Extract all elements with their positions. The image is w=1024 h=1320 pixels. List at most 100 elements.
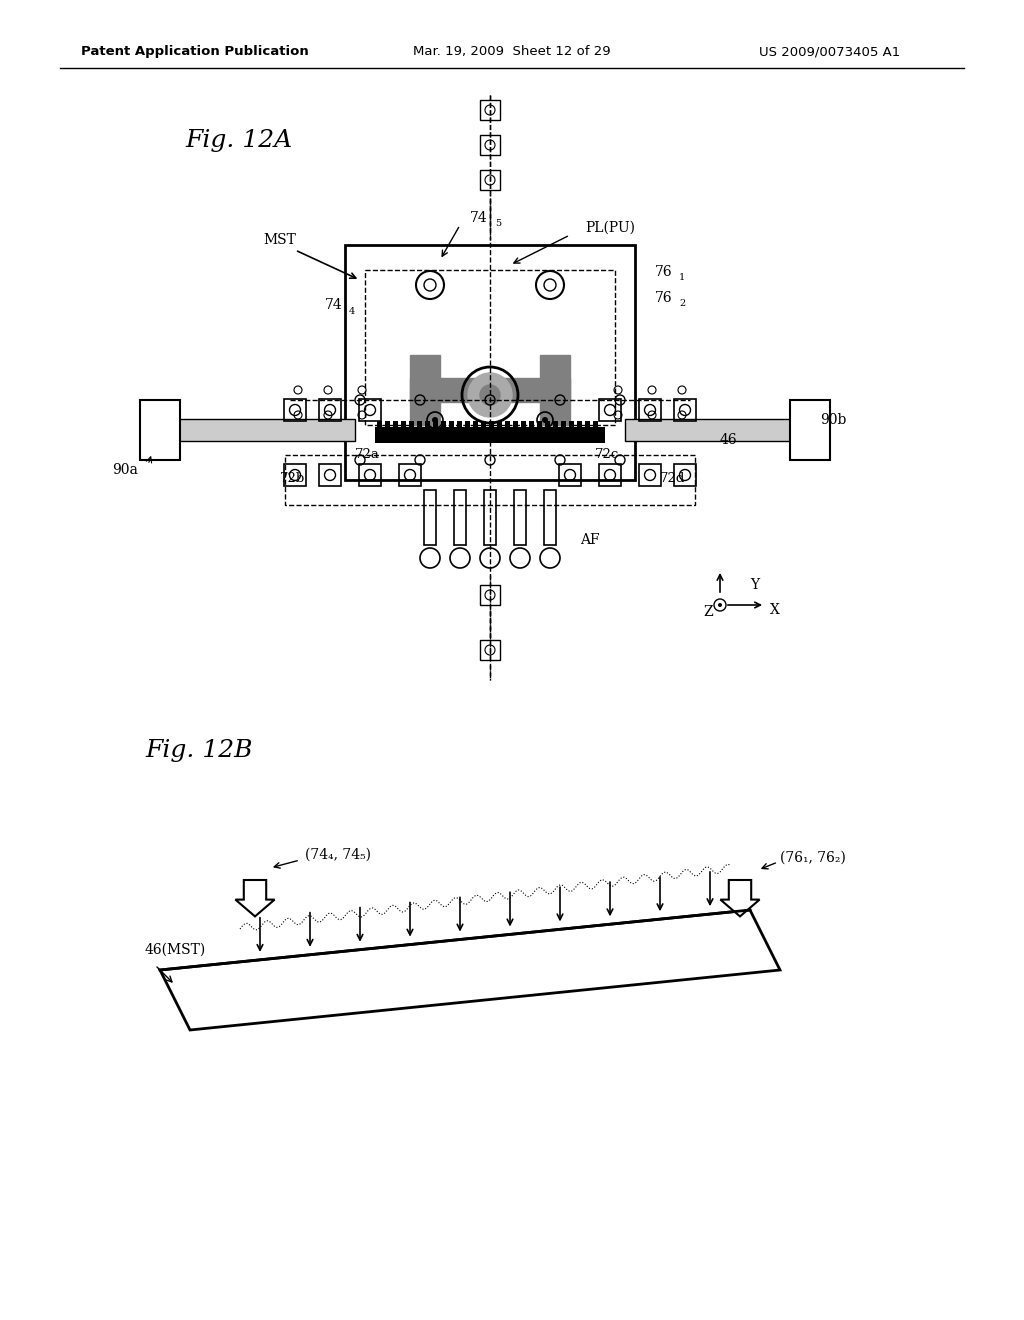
- Bar: [319, 399, 341, 421]
- Bar: [319, 465, 341, 486]
- Bar: [441, 421, 446, 429]
- Text: Y: Y: [751, 578, 760, 591]
- Text: 72b: 72b: [280, 471, 305, 484]
- Bar: [625, 418, 795, 441]
- Bar: [480, 640, 500, 660]
- Bar: [480, 100, 500, 120]
- Text: US 2009/0073405 A1: US 2009/0073405 A1: [760, 45, 901, 58]
- Text: 76: 76: [655, 265, 673, 279]
- Bar: [674, 399, 696, 421]
- Bar: [345, 246, 635, 480]
- Text: 90a: 90a: [112, 463, 138, 477]
- Circle shape: [420, 548, 440, 568]
- Bar: [513, 421, 518, 429]
- Bar: [424, 490, 436, 545]
- Text: 74: 74: [470, 211, 487, 224]
- Bar: [569, 421, 574, 429]
- Circle shape: [718, 603, 722, 607]
- Bar: [497, 421, 502, 429]
- Bar: [401, 421, 406, 429]
- Bar: [489, 421, 494, 429]
- Text: (76₁, 76₂): (76₁, 76₂): [780, 851, 846, 865]
- Text: Fig. 12B: Fig. 12B: [145, 738, 253, 762]
- Bar: [674, 465, 696, 486]
- Circle shape: [450, 548, 470, 568]
- Text: AF: AF: [580, 533, 600, 546]
- Bar: [599, 399, 621, 421]
- Bar: [359, 399, 381, 421]
- Bar: [537, 421, 542, 429]
- Bar: [505, 421, 510, 429]
- Text: Patent Application Publication: Patent Application Publication: [81, 45, 309, 58]
- Bar: [639, 465, 662, 486]
- Circle shape: [432, 417, 438, 422]
- Circle shape: [510, 548, 530, 568]
- Bar: [480, 135, 500, 154]
- Bar: [425, 421, 430, 429]
- Text: (74₄, 74₅): (74₄, 74₅): [305, 847, 371, 862]
- Bar: [593, 421, 598, 429]
- Bar: [410, 378, 570, 403]
- Circle shape: [540, 548, 560, 568]
- Circle shape: [480, 385, 500, 405]
- Text: 72d: 72d: [660, 471, 685, 484]
- Bar: [457, 421, 462, 429]
- Text: 2: 2: [679, 300, 685, 309]
- Bar: [561, 421, 566, 429]
- Text: 74: 74: [325, 298, 343, 312]
- Polygon shape: [160, 909, 780, 1030]
- Bar: [454, 490, 466, 545]
- Bar: [545, 421, 550, 429]
- Text: 5: 5: [495, 219, 501, 228]
- Bar: [285, 455, 695, 506]
- Circle shape: [468, 374, 512, 417]
- Bar: [170, 418, 355, 441]
- Bar: [284, 399, 306, 421]
- Text: 46: 46: [720, 433, 737, 447]
- Bar: [375, 426, 605, 444]
- Bar: [529, 421, 534, 429]
- Bar: [465, 421, 470, 429]
- Bar: [410, 355, 440, 425]
- Text: Fig. 12A: Fig. 12A: [185, 128, 292, 152]
- Bar: [790, 400, 830, 459]
- Polygon shape: [236, 880, 274, 916]
- Bar: [639, 399, 662, 421]
- Circle shape: [542, 417, 548, 422]
- Bar: [480, 170, 500, 190]
- Bar: [559, 465, 581, 486]
- Text: MST: MST: [263, 234, 296, 247]
- Bar: [359, 465, 381, 486]
- Bar: [521, 421, 526, 429]
- Text: 46(MST): 46(MST): [145, 942, 206, 957]
- Bar: [393, 421, 398, 429]
- Text: 72c: 72c: [595, 449, 620, 462]
- Bar: [553, 421, 558, 429]
- Bar: [399, 465, 421, 486]
- Bar: [417, 421, 422, 429]
- Bar: [284, 465, 306, 486]
- Text: PL(PU): PL(PU): [585, 220, 635, 235]
- Text: 76: 76: [655, 290, 673, 305]
- Text: 1: 1: [679, 273, 685, 282]
- Bar: [377, 421, 382, 429]
- Text: 90b: 90b: [820, 413, 847, 426]
- Bar: [577, 421, 582, 429]
- Bar: [473, 421, 478, 429]
- Bar: [365, 271, 615, 425]
- Bar: [409, 421, 414, 429]
- Bar: [140, 400, 180, 459]
- Text: Z: Z: [703, 605, 713, 619]
- Bar: [514, 490, 526, 545]
- Bar: [599, 465, 621, 486]
- Text: X: X: [770, 603, 780, 616]
- Text: Mar. 19, 2009  Sheet 12 of 29: Mar. 19, 2009 Sheet 12 of 29: [414, 45, 610, 58]
- Bar: [449, 421, 454, 429]
- Bar: [585, 421, 590, 429]
- Circle shape: [480, 548, 500, 568]
- Bar: [540, 355, 570, 425]
- Bar: [544, 490, 556, 545]
- Bar: [433, 421, 438, 429]
- Text: 4: 4: [349, 306, 355, 315]
- Bar: [481, 421, 486, 429]
